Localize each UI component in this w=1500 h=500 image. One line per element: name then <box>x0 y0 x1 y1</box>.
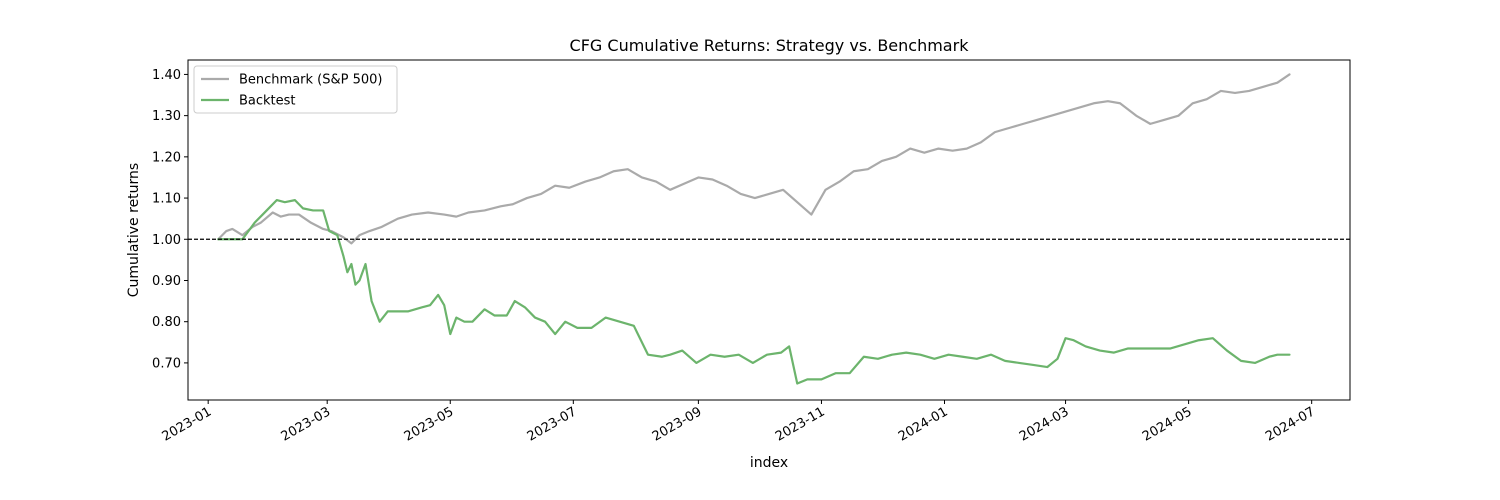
x-tick-label: 2023-01 <box>160 404 215 444</box>
plot-area <box>188 73 1350 385</box>
chart-title: CFG Cumulative Returns: Strategy vs. Ben… <box>570 36 970 55</box>
y-tick-label: 1.00 <box>152 233 181 248</box>
y-tick-label: 1.20 <box>152 150 181 165</box>
x-tick-label: 2024-01 <box>896 404 951 444</box>
series-line-backtest <box>217 199 1291 385</box>
y-tick-label: 0.70 <box>152 356 181 371</box>
legend-label: Backtest <box>239 94 296 109</box>
legend-box <box>193 65 398 114</box>
y-tick-label: 0.80 <box>152 315 181 330</box>
plot-frame <box>187 59 1351 401</box>
x-axis: 2023-01 2023-03 2023-05 2023-07 2023-09 2023-… <box>160 400 1318 445</box>
x-tick-label: 2024-07 <box>1263 404 1318 444</box>
y-tick-label: 1.30 <box>152 109 181 124</box>
y-tick-label: 1.10 <box>152 192 181 207</box>
x-tick-label: 2024-03 <box>1017 404 1072 444</box>
series-line-benchmark <box>217 73 1291 245</box>
x-tick-label: 2023-09 <box>650 404 705 444</box>
y-tick-label: 1.40 <box>152 68 181 83</box>
y-axis: 0.70 0.80 0.90 1.00 1.10 1.20 1.30 1.40 <box>152 68 188 371</box>
x-tick-label: 2023-03 <box>279 404 334 444</box>
x-tick-label: 2024-05 <box>1140 404 1195 444</box>
y-axis-label: Cumulative returns <box>126 163 142 297</box>
x-tick-label: 2023-11 <box>773 404 828 444</box>
x-tick-label: 2023-05 <box>402 404 457 444</box>
y-tick-label: 0.90 <box>152 274 181 289</box>
legend-label: Benchmark (S&P 500) <box>239 73 383 88</box>
x-tick-label: 2023-07 <box>525 404 580 444</box>
legend: Benchmark (S&P 500) Backtest <box>193 65 398 114</box>
x-axis-label: index <box>750 455 788 471</box>
